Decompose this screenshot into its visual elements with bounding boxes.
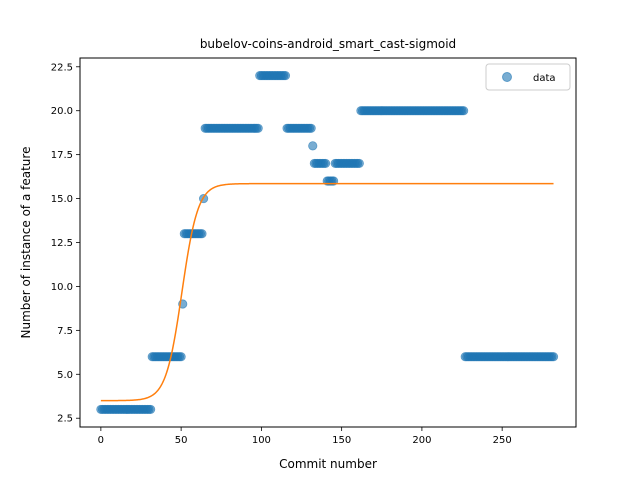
data-point	[253, 123, 263, 133]
data-point	[320, 158, 331, 169]
legend-marker-data	[502, 72, 512, 82]
sigmoid-fit-line	[100, 182, 554, 402]
y-tick-label: 5.0	[57, 370, 73, 381]
data-point	[354, 158, 364, 169]
legend-box	[485, 63, 571, 91]
fit-curve-layer	[100, 182, 554, 402]
chart-title: bubelov-coins-android_smart_cast-sigmoid	[200, 37, 456, 51]
data-point	[280, 70, 291, 81]
data-point	[146, 404, 156, 415]
data-point	[459, 106, 469, 116]
data-point	[548, 352, 559, 362]
y-axis-label: Number of instance of a feature	[19, 147, 33, 339]
legend: data	[485, 63, 571, 91]
y-tick-label: 2.5	[57, 414, 73, 425]
x-tick-label: 200	[412, 435, 431, 446]
x-tick-label: 250	[493, 435, 512, 446]
y-tick-label: 15.0	[51, 194, 73, 205]
x-tick-label: 150	[332, 435, 351, 446]
data-point	[176, 352, 186, 362]
legend-label-data: data	[533, 73, 556, 84]
y-axis-ticks: 2.5 5.0 7.5 10.0 12.5 15.0 17.5 20.0 22.5	[51, 62, 80, 425]
y-tick-label: 7.5	[57, 326, 73, 337]
x-tick-label: 0	[98, 435, 104, 446]
y-tick-label: 17.5	[51, 150, 73, 161]
y-tick-label: 20.0	[51, 106, 73, 117]
y-tick-label: 10.0	[51, 282, 73, 293]
x-axis-ticks: 0 50 100 150 200 250	[98, 427, 512, 446]
x-tick-label: 100	[252, 435, 271, 446]
data-point	[308, 141, 318, 151]
y-tick-label: 12.5	[51, 238, 73, 249]
data-points	[96, 70, 559, 415]
x-tick-label: 50	[175, 435, 188, 446]
data-point	[306, 123, 316, 133]
y-tick-label: 22.5	[51, 62, 73, 73]
x-axis-label: Commit number	[279, 457, 377, 471]
data-point	[197, 229, 207, 239]
